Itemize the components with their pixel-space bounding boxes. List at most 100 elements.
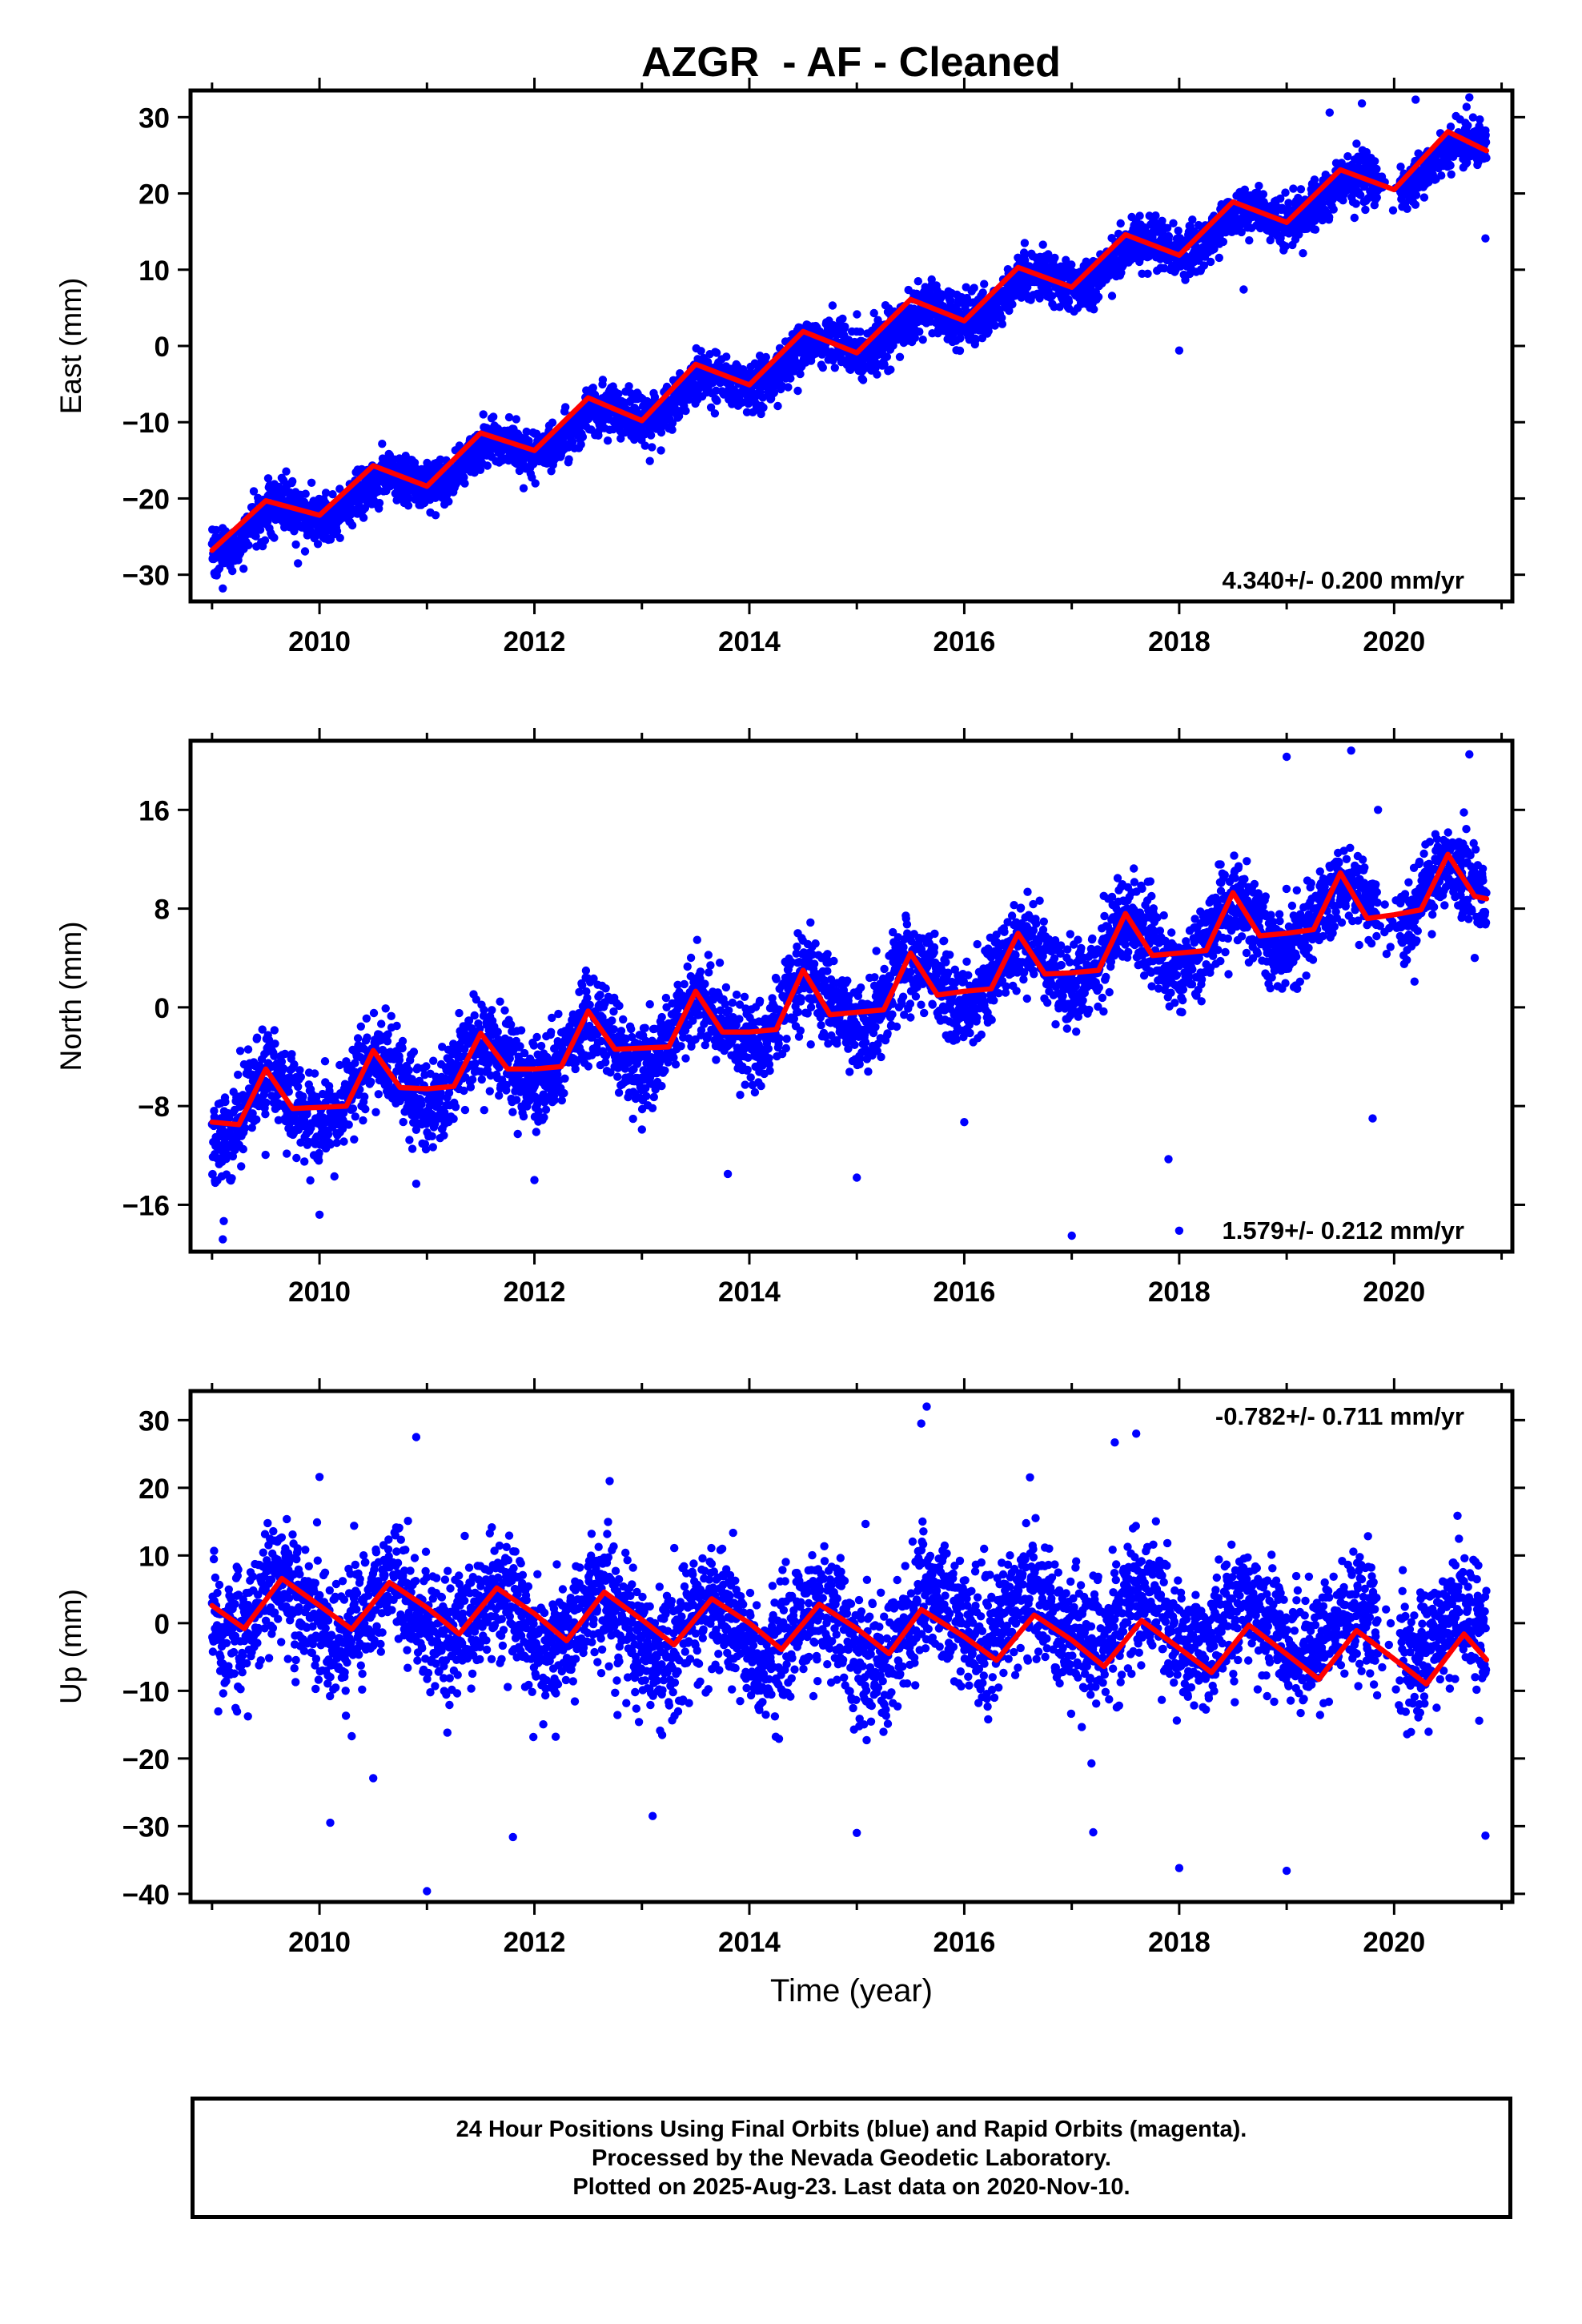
data-point-294 [299, 497, 309, 506]
data-point-524 [371, 1108, 380, 1117]
data-point-555 [381, 1004, 390, 1013]
data-point-488 [359, 513, 368, 522]
data-point-2045 [841, 322, 849, 332]
data-point-2083 [853, 310, 861, 319]
data-point-709 [428, 1143, 437, 1152]
y-tick-label: −10 [122, 408, 170, 439]
data-point-631 [405, 1136, 414, 1144]
y-tick-label: 10 [139, 255, 170, 287]
data-point-3676 [1352, 139, 1361, 148]
data-point-42 [221, 1097, 230, 1107]
data-point-2525 [990, 321, 1000, 330]
data-point-874 [480, 1005, 488, 1015]
data-points [207, 103, 1491, 580]
data-point-2292 [918, 336, 927, 344]
data-point-2282 [915, 328, 924, 336]
data-point-2220 [895, 352, 905, 361]
data-point-497 [363, 1033, 371, 1042]
data-point-710 [429, 1056, 438, 1065]
data-point-450 [347, 521, 357, 530]
data-point-171 [260, 536, 270, 545]
y-tick-label: −30 [122, 561, 170, 592]
data-point-156 [255, 525, 265, 534]
data-point-1635 [713, 396, 721, 405]
data-point-181 [263, 474, 273, 483]
data-point-488 [360, 1092, 369, 1101]
x-tick-label: 2010 [288, 626, 351, 657]
data-point-646 [409, 1047, 419, 1056]
figure-title: AZGR - AF - Cleaned [641, 39, 1061, 86]
data-point-238 [282, 467, 291, 476]
data-point-2763 [1064, 297, 1074, 306]
data-point-2618 [1020, 239, 1030, 247]
data-point-2922 [1116, 219, 1125, 228]
data-point-550 [378, 440, 387, 448]
data-point-609 [398, 1036, 408, 1046]
data-points [207, 808, 1491, 1226]
data-point-2898 [1107, 292, 1117, 300]
outlier-point-2 [1357, 99, 1367, 108]
data-point-3884 [1437, 171, 1446, 180]
data-point-451 [348, 1104, 358, 1113]
data-point-637 [404, 501, 413, 510]
data-point-3331 [1245, 236, 1254, 245]
data-point-3008 [1143, 269, 1152, 278]
data-point-1322 [616, 434, 625, 443]
data-point-141 [252, 1033, 262, 1042]
outlier-point-1 [1325, 108, 1335, 117]
data-point-3588 [1325, 212, 1334, 222]
data-point-793 [455, 1008, 464, 1018]
data-point-1279 [603, 436, 612, 445]
data-point-99 [239, 1144, 247, 1154]
data-point-541 [375, 498, 384, 508]
data-point-1865 [784, 383, 793, 392]
data-point-1199 [578, 432, 588, 441]
plot-area [207, 746, 1491, 1244]
data-point-270 [292, 1153, 301, 1163]
data-point-611 [399, 1117, 408, 1127]
data-point-167 [261, 1150, 270, 1160]
data-point-1165 [568, 437, 577, 446]
data-point-1421 [646, 431, 656, 440]
data-point-830 [466, 1083, 476, 1092]
data-point-1454 [656, 428, 666, 437]
data-point-255 [287, 1050, 296, 1059]
data-point-1401 [640, 441, 649, 450]
data-point-2580 [1008, 300, 1017, 309]
data-point-1348 [624, 382, 633, 391]
data-point-3474 [1289, 184, 1298, 193]
data-point-3105 [1174, 226, 1182, 235]
data-point-869 [476, 465, 485, 474]
data-point-819 [460, 479, 469, 488]
data-point-437 [344, 1120, 353, 1129]
data-point-508 [367, 1077, 375, 1087]
data-point-393 [330, 1172, 339, 1181]
data-point-166 [261, 1110, 270, 1119]
data-point-495 [362, 1014, 371, 1023]
data-point-2007 [828, 301, 837, 310]
data-point-139 [252, 1115, 261, 1124]
data-point-491 [361, 1104, 370, 1114]
data-point-2679 [1038, 240, 1047, 249]
data-point-458 [351, 1112, 359, 1121]
data-point-362 [321, 489, 331, 497]
data-point-3032 [1151, 211, 1160, 220]
data-point-2178 [882, 352, 892, 361]
data-point-136 [249, 487, 259, 496]
data-point-4005 [1476, 115, 1484, 124]
data-point-1534 [681, 406, 690, 416]
data-point-275 [294, 1082, 303, 1092]
data-point-401 [332, 1138, 341, 1148]
data-point-1095 [547, 467, 556, 476]
data-point-103 [239, 565, 248, 573]
data-point-843 [470, 1011, 479, 1020]
data-point-517 [369, 1008, 379, 1018]
data-point-454 [350, 1135, 359, 1144]
data-point-836 [468, 1075, 477, 1084]
data-point-812 [460, 1105, 470, 1115]
outlier-point-3 [1411, 95, 1420, 104]
data-point-2189 [886, 365, 895, 374]
data-point-4027 [1482, 154, 1491, 163]
